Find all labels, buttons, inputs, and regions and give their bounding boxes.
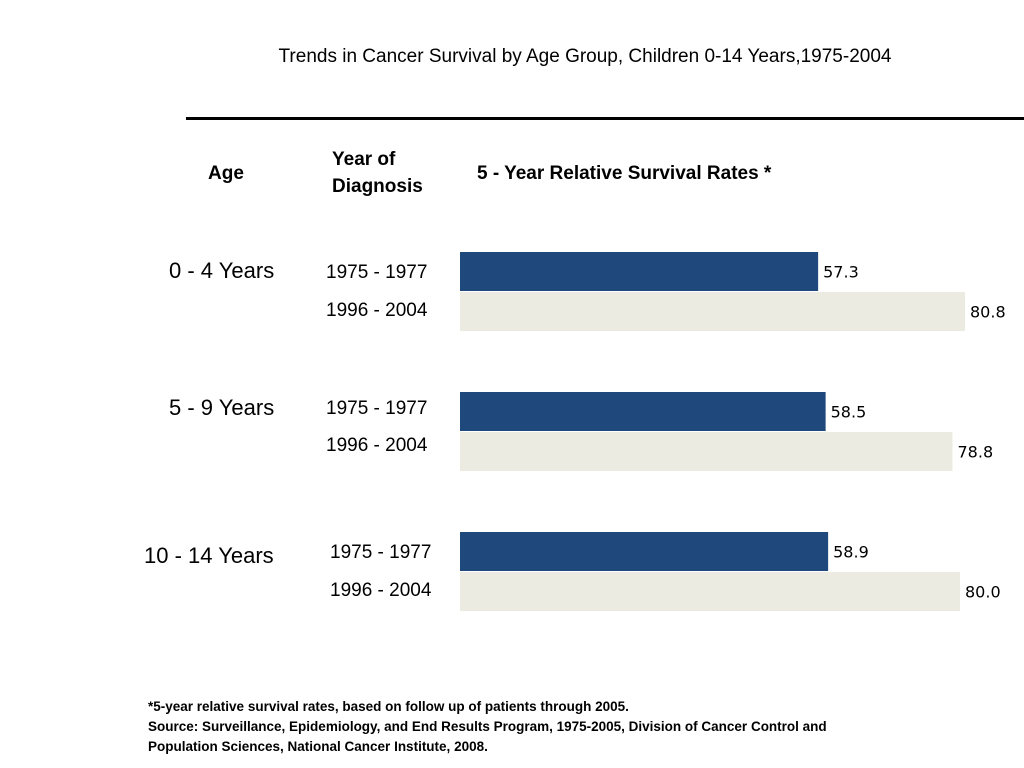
period-label-0-4-1975: 1975 - 1977 xyxy=(326,262,428,283)
bar-10-14-1975 xyxy=(460,532,829,571)
bar-5-9-1996 xyxy=(460,432,953,471)
bar-0-4-1996 xyxy=(460,292,965,331)
bar-5-9-1975 xyxy=(460,392,826,431)
footnote-source-line-3: Population Sciences, National Cancer Ins… xyxy=(148,739,488,754)
value-label-0-4-1996: 80.8 xyxy=(970,303,1006,322)
period-label-10-14-1996: 1996 - 2004 xyxy=(330,580,432,601)
age-label-0-4: 0 - 4 Years xyxy=(169,258,275,283)
period-label-0-4-1996: 1996 - 2004 xyxy=(326,300,428,321)
footnote-line-1: *5-year relative survival rates, based o… xyxy=(148,699,629,714)
age-column-header: Age xyxy=(208,163,244,184)
chart-title: Trends in Cancer Survival by Age Group, … xyxy=(278,46,892,67)
footnote-source-line-2: Source: Surveillance, Epidemiology, and … xyxy=(148,719,827,734)
bar-0-4-1975 xyxy=(460,252,819,291)
period-label-5-9-1996: 1996 - 2004 xyxy=(326,435,428,456)
value-label-5-9-1996: 78.8 xyxy=(958,443,994,462)
bar-10-14-1996 xyxy=(460,572,960,611)
value-label-0-4-1975: 57.3 xyxy=(823,263,859,282)
value-label-5-9-1975: 58.5 xyxy=(831,403,867,422)
age-label-10-14: 10 - 14 Years xyxy=(144,543,274,568)
age-label-5-9: 5 - 9 Years xyxy=(169,395,275,420)
year-column-header: Year of Diagnosis xyxy=(332,149,423,197)
footnote: *5-year relative survival rates, based o… xyxy=(148,697,1008,757)
period-label-10-14-1975: 1975 - 1977 xyxy=(330,542,432,563)
rate-column-header: 5 - Year Relative Survival Rates * xyxy=(477,163,772,184)
period-label-5-9-1975: 1975 - 1977 xyxy=(326,398,428,419)
value-label-10-14-1975: 58.9 xyxy=(833,543,869,562)
title-divider xyxy=(186,117,1024,120)
value-label-10-14-1996: 80.0 xyxy=(965,583,1001,602)
